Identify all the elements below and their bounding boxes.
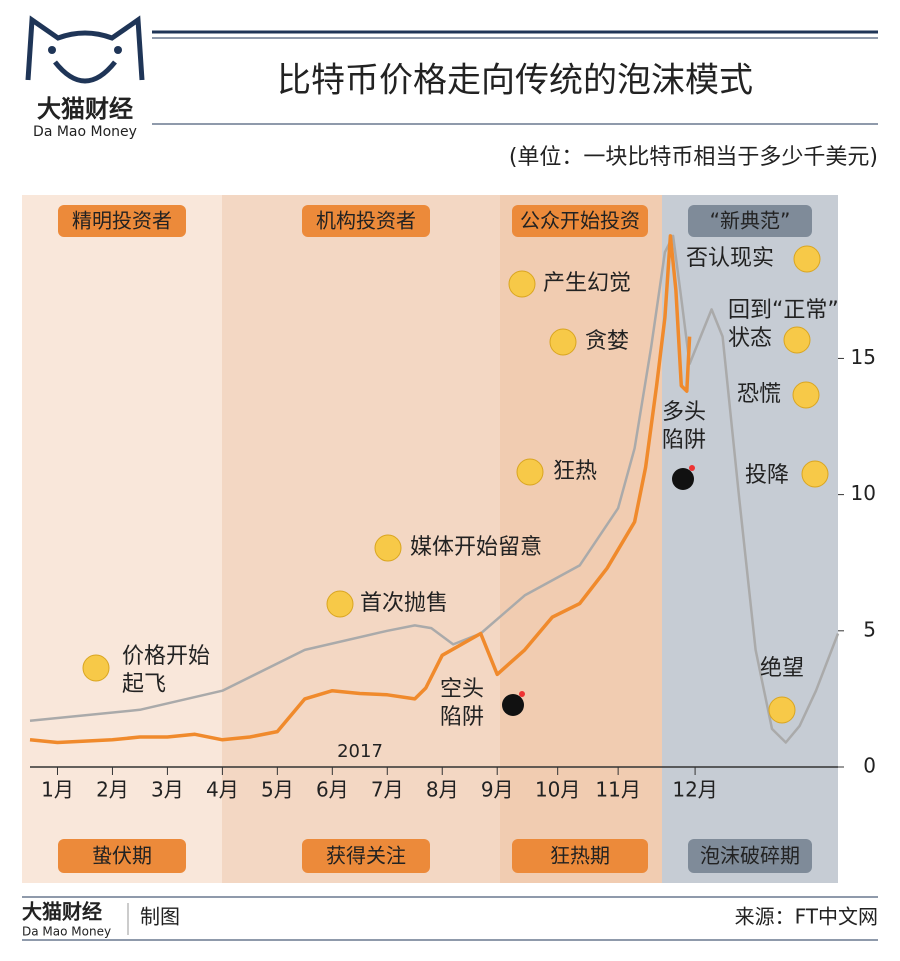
year-label: 2017 xyxy=(337,741,383,762)
emoji-icon xyxy=(508,270,536,298)
phase-label: 精明投资者 xyxy=(72,209,172,233)
annotation: 绝望 xyxy=(760,656,804,681)
emoji-icon xyxy=(374,534,402,562)
phase-pill xyxy=(302,205,430,237)
annotation: 恐慌 xyxy=(737,382,781,407)
bomb-spark xyxy=(519,691,525,697)
annotation: 首次抛售 xyxy=(360,591,448,616)
annotation: 回到“正常” xyxy=(728,298,839,323)
phase-label: 公众开始投资 xyxy=(520,209,640,233)
phase-label: 狂热期 xyxy=(550,844,610,868)
annotation: 价格开始 xyxy=(122,644,210,669)
annotation: 陷阱 xyxy=(440,705,484,730)
emoji-icon xyxy=(326,590,354,618)
phase-pill xyxy=(58,839,186,873)
chart-title: 比特币价格走向传统的泡沫模式 xyxy=(277,61,753,101)
emoji-icon xyxy=(801,460,829,488)
x-tick-label: 4月 xyxy=(206,778,239,802)
phase-pill xyxy=(512,205,648,237)
footer-made: 制图 xyxy=(140,905,180,929)
annotation: 多头 xyxy=(662,400,706,425)
y-tick-label: 0 xyxy=(863,754,876,778)
chart-subtitle: (单位：一块比特币相当于多少千美元) xyxy=(509,145,878,170)
phase-pill xyxy=(512,839,648,873)
annotation: 产生幻觉 xyxy=(543,271,631,296)
emoji-icon xyxy=(792,381,820,409)
annotation: 投降 xyxy=(745,463,789,488)
annotation: 贪婪 xyxy=(585,329,629,354)
phase-pill xyxy=(688,839,812,873)
x-tick-label: 11月 xyxy=(595,778,640,802)
annotation: 媒体开始留意 xyxy=(410,535,542,560)
x-tick-label: 10月 xyxy=(535,778,580,802)
phase-label: “新典范” xyxy=(710,209,791,233)
emoji-icon xyxy=(768,696,796,724)
bomb-icon xyxy=(502,694,524,716)
x-tick-label: 6月 xyxy=(316,778,349,802)
emoji-icon xyxy=(793,245,821,273)
footer-latin: Da Mao Money xyxy=(22,925,111,939)
bomb-icon xyxy=(672,468,694,490)
annotation: 陷阱 xyxy=(662,428,706,453)
x-tick-label: 5月 xyxy=(261,778,294,802)
emoji-icon xyxy=(82,654,110,682)
phase-band xyxy=(222,195,500,883)
emoji-icon xyxy=(549,328,577,356)
phase-band xyxy=(662,195,838,883)
x-tick-label: 7月 xyxy=(371,778,404,802)
phase-pill xyxy=(58,205,186,237)
annotation: 狂热 xyxy=(553,459,597,484)
logo xyxy=(25,15,145,84)
x-tick-label: 9月 xyxy=(481,778,514,802)
annotation: 状态 xyxy=(728,326,772,351)
x-tick-label: 3月 xyxy=(151,778,184,802)
series-line xyxy=(29,234,692,745)
x-tick-label: 1月 xyxy=(41,778,74,802)
phase-label: 获得关注 xyxy=(326,844,406,868)
y-tick-label: 5 xyxy=(863,617,876,641)
phase-band xyxy=(22,195,222,883)
y-tick-label: 15 xyxy=(851,345,876,369)
brand-latin: Da Mao Money xyxy=(33,124,137,140)
x-tick-label: 12月 xyxy=(672,778,717,802)
phase-pill xyxy=(302,839,430,873)
annotation: 空头 xyxy=(440,677,484,702)
annotation: 起飞 xyxy=(122,672,166,697)
phase-band xyxy=(500,195,662,883)
annotation: 否认现实 xyxy=(686,246,774,271)
series-line xyxy=(29,234,840,744)
emoji-icon xyxy=(516,458,544,486)
footer-source: 来源：FT中文网 xyxy=(735,905,878,929)
brand-name: 大猫财经 xyxy=(37,95,133,123)
emoji-icon xyxy=(783,326,811,354)
plot: 精明投资者 机构投资者 公众开始投资 “新典范” 蛰伏期 获得关注 狂热期 泡沫破碎期 1月 2月… xyxy=(29,205,876,873)
bomb-spark xyxy=(689,465,695,471)
phase-label: 泡沫破碎期 xyxy=(700,844,800,868)
phase-label: 蛰伏期 xyxy=(92,844,152,868)
y-tick-label: 10 xyxy=(851,481,876,505)
x-tick-label: 2月 xyxy=(96,778,129,802)
phase-pill xyxy=(688,205,812,237)
phase-label: 机构投资者 xyxy=(316,209,416,233)
footer-brand: 大猫财经 xyxy=(22,900,102,924)
x-tick-label: 8月 xyxy=(426,778,459,802)
